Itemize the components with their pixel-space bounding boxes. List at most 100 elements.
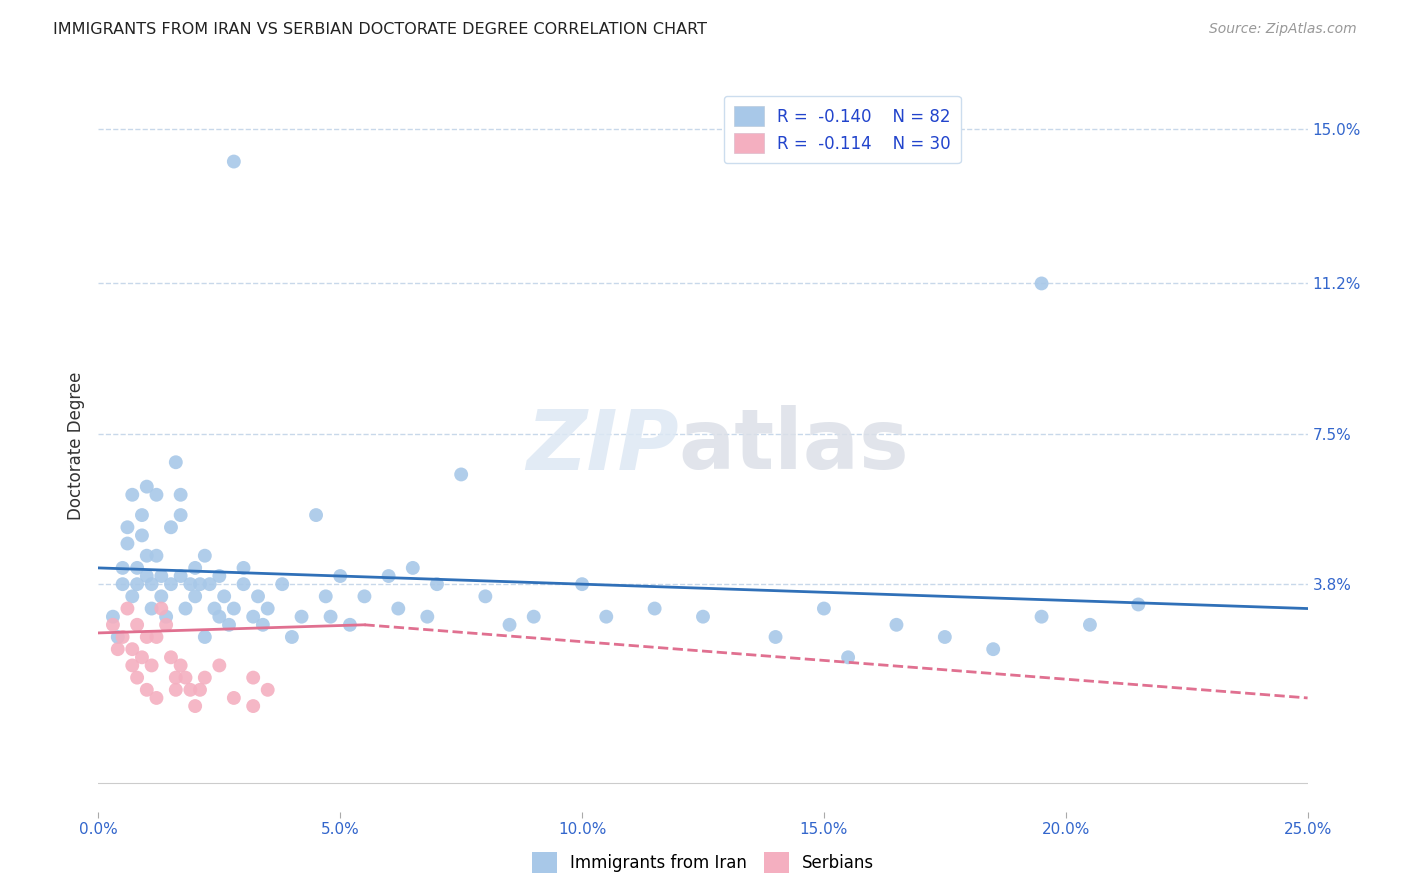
Point [127, 617, 149, 632]
Point [145, 690, 167, 705]
Point [155, 609, 177, 624]
Point [498, 617, 520, 632]
Point [416, 609, 439, 624]
Point [222, 601, 245, 615]
Point [204, 601, 226, 615]
Point [107, 642, 129, 657]
Point [571, 577, 593, 591]
Point [150, 590, 173, 604]
Point [339, 617, 361, 632]
Point [305, 508, 328, 522]
Point [145, 630, 167, 644]
Point [184, 590, 207, 604]
Point [135, 549, 157, 563]
Point [150, 601, 173, 615]
Point [135, 480, 157, 494]
Point [1031, 277, 1053, 291]
Point [169, 658, 191, 673]
Point [218, 617, 240, 632]
Point [222, 154, 245, 169]
Y-axis label: Doctorate Degree: Doctorate Degree [66, 372, 84, 520]
Point [194, 671, 217, 685]
Text: ZIP: ZIP [526, 406, 679, 486]
Point [121, 642, 143, 657]
Point [450, 467, 472, 482]
Point [179, 577, 201, 591]
Text: Source: ZipAtlas.com: Source: ZipAtlas.com [1209, 22, 1357, 37]
Point [813, 601, 835, 615]
Point [165, 671, 187, 685]
Point [135, 630, 157, 644]
Point [101, 617, 124, 632]
Text: IMMIGRANTS FROM IRAN VS SERBIAN DOCTORATE DEGREE CORRELATION CHART: IMMIGRANTS FROM IRAN VS SERBIAN DOCTORAT… [53, 22, 707, 37]
Point [188, 682, 211, 697]
Point [121, 590, 143, 604]
Point [141, 658, 163, 673]
Point [131, 508, 153, 522]
Point [232, 561, 254, 575]
Point [198, 577, 221, 591]
Point [107, 630, 129, 644]
Point [117, 520, 139, 534]
Point [188, 577, 211, 591]
Point [242, 609, 264, 624]
Point [145, 488, 167, 502]
Point [242, 671, 264, 685]
Point [111, 577, 134, 591]
Point [111, 561, 134, 575]
Point [256, 682, 278, 697]
Point [377, 569, 399, 583]
Point [160, 650, 183, 665]
Point [160, 520, 183, 534]
Point [1031, 609, 1053, 624]
Point [145, 549, 167, 563]
Point [117, 536, 139, 550]
Point [127, 561, 149, 575]
Point [281, 630, 304, 644]
Point [256, 601, 278, 615]
Point [131, 650, 153, 665]
Point [402, 561, 425, 575]
Point [886, 617, 908, 632]
Point [222, 690, 245, 705]
Point [127, 671, 149, 685]
Point [169, 569, 191, 583]
Point [765, 630, 787, 644]
Point [232, 577, 254, 591]
Point [184, 699, 207, 714]
Point [208, 569, 231, 583]
Point [271, 577, 294, 591]
Point [319, 609, 342, 624]
Point [1078, 617, 1101, 632]
Point [242, 699, 264, 714]
Point [169, 488, 191, 502]
Point [934, 630, 956, 644]
Point [169, 508, 191, 522]
Point [523, 609, 546, 624]
Point [165, 682, 187, 697]
Point [184, 561, 207, 575]
Point [155, 617, 177, 632]
Point [135, 682, 157, 697]
Point [194, 630, 217, 644]
Point [474, 590, 496, 604]
Point [329, 569, 352, 583]
Point [141, 601, 163, 615]
Point [127, 577, 149, 591]
Point [692, 609, 714, 624]
Text: atlas: atlas [679, 406, 910, 486]
Point [174, 601, 197, 615]
Point [644, 601, 666, 615]
Point [208, 658, 231, 673]
Point [290, 609, 312, 624]
Point [252, 617, 274, 632]
Point [353, 590, 375, 604]
Point [117, 601, 139, 615]
Point [194, 549, 217, 563]
Point [595, 609, 617, 624]
Point [981, 642, 1004, 657]
Point [111, 630, 134, 644]
Point [160, 577, 183, 591]
Point [837, 650, 859, 665]
Point [212, 590, 235, 604]
